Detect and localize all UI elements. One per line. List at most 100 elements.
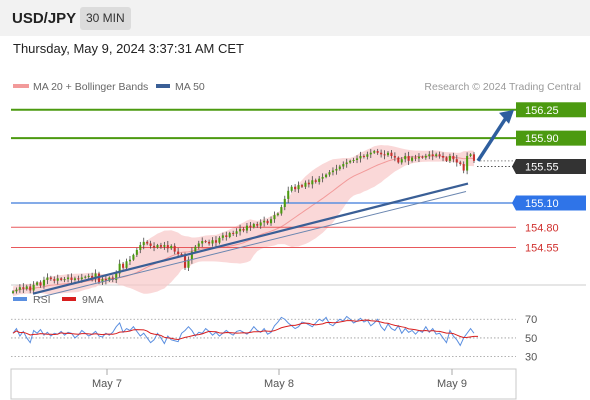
candle-body xyxy=(63,279,66,281)
candle-body xyxy=(290,186,293,191)
candle-body xyxy=(91,275,94,279)
candle-body xyxy=(118,263,121,274)
level-box-resistance xyxy=(516,130,586,146)
candle-body xyxy=(132,254,135,260)
candle-body xyxy=(39,282,42,286)
instrument-title: USD/JPY xyxy=(12,10,77,27)
candle-body xyxy=(73,278,76,280)
candle-body xyxy=(390,152,393,156)
candle-body xyxy=(369,152,372,155)
legend-9ma-swatch xyxy=(62,297,76,301)
overlay-lines xyxy=(32,109,514,299)
bollinger-bands xyxy=(12,145,475,297)
rsi-9ma-line xyxy=(12,319,478,341)
candle-body xyxy=(32,284,35,291)
candle-body xyxy=(359,155,362,159)
candles xyxy=(11,148,476,295)
x-axis: May 7 May 8 May 9 xyxy=(92,369,467,390)
candle-body xyxy=(173,245,176,252)
candle-body xyxy=(142,241,145,246)
candle-body xyxy=(228,232,231,237)
candle-body xyxy=(87,275,90,277)
candle-body xyxy=(60,278,63,280)
candle-body xyxy=(462,164,465,171)
candle-body xyxy=(455,159,458,163)
candle-body xyxy=(36,282,39,285)
candle-body xyxy=(445,157,448,161)
candle-body xyxy=(42,279,45,286)
candle-body xyxy=(355,158,359,161)
candle-body xyxy=(404,155,407,160)
candle-body xyxy=(328,172,331,175)
rsi-level-label: 50 xyxy=(525,333,537,345)
candle-body xyxy=(469,154,472,156)
candle-body xyxy=(249,225,252,228)
candle-body xyxy=(149,243,152,246)
level-label-resistance: 156.25 xyxy=(525,105,559,117)
candle-body xyxy=(442,155,445,158)
candle-body xyxy=(239,228,242,232)
candle-body xyxy=(70,277,73,280)
candle-body xyxy=(431,154,434,156)
candle-body xyxy=(190,251,193,260)
candle-body xyxy=(225,235,228,237)
candle-body xyxy=(459,162,462,165)
rsi-line xyxy=(12,315,475,347)
candle-body xyxy=(84,276,87,278)
forecast-arrow-shaft xyxy=(476,116,508,162)
x-tick-label: May 8 xyxy=(264,378,294,390)
candle-body xyxy=(342,164,345,167)
candle-body xyxy=(376,151,379,153)
level-labels: 156.25 155.90 155.55 155.10 154.80 154.55 xyxy=(512,102,586,255)
candle-body xyxy=(46,277,49,280)
candle-body xyxy=(170,245,173,249)
candle-body xyxy=(163,245,166,247)
candle-body xyxy=(414,157,417,159)
candle-body xyxy=(259,222,262,226)
timeframe-badge[interactable]: 30 MIN xyxy=(80,7,131,30)
candle-body xyxy=(211,240,214,244)
chart-frame xyxy=(10,368,517,400)
candle-body xyxy=(280,207,283,214)
candle-body xyxy=(352,160,355,162)
bollinger-band-area xyxy=(13,145,474,297)
datetime-label: Thursday, May 9, 2024 3:37:31 AM CET xyxy=(13,41,244,56)
candle-body xyxy=(194,246,197,252)
candle-body xyxy=(380,152,383,155)
candle-body xyxy=(283,198,286,208)
candle-body xyxy=(386,152,390,156)
candle-body xyxy=(263,220,266,223)
candle-body xyxy=(335,168,338,171)
candle-body xyxy=(22,287,25,289)
rsi-level-label: 70 xyxy=(525,314,537,326)
candle-body xyxy=(287,190,290,199)
legend-rsi-swatch xyxy=(13,297,27,301)
candle-body xyxy=(139,245,142,250)
candle-body xyxy=(428,154,431,156)
candle-body xyxy=(411,157,414,161)
legend-rsi-label: RSI xyxy=(33,294,51,306)
candle-body xyxy=(294,186,297,190)
candle-body xyxy=(321,177,324,179)
candle-body xyxy=(297,185,300,190)
candle-body xyxy=(235,231,238,234)
candle-body xyxy=(314,180,317,182)
candle-body xyxy=(318,178,321,182)
candle-body xyxy=(438,154,441,156)
candle-body xyxy=(80,277,83,280)
ma50-line xyxy=(37,191,467,299)
price-levels xyxy=(11,108,516,249)
level-label-pivot: 155.10 xyxy=(525,198,559,210)
candle-body xyxy=(373,151,376,153)
candle-body xyxy=(135,249,138,255)
candle-body xyxy=(331,170,334,173)
candle-body xyxy=(49,277,52,280)
legend-bb-label: MA 20 + Bollinger Bands xyxy=(33,81,148,93)
candle-body xyxy=(245,225,248,231)
rsi-panel: 70 50 30 xyxy=(11,314,537,364)
candle-body xyxy=(115,273,118,280)
candle-body xyxy=(104,279,107,281)
candle-body xyxy=(94,273,97,279)
candle-body xyxy=(208,241,211,244)
